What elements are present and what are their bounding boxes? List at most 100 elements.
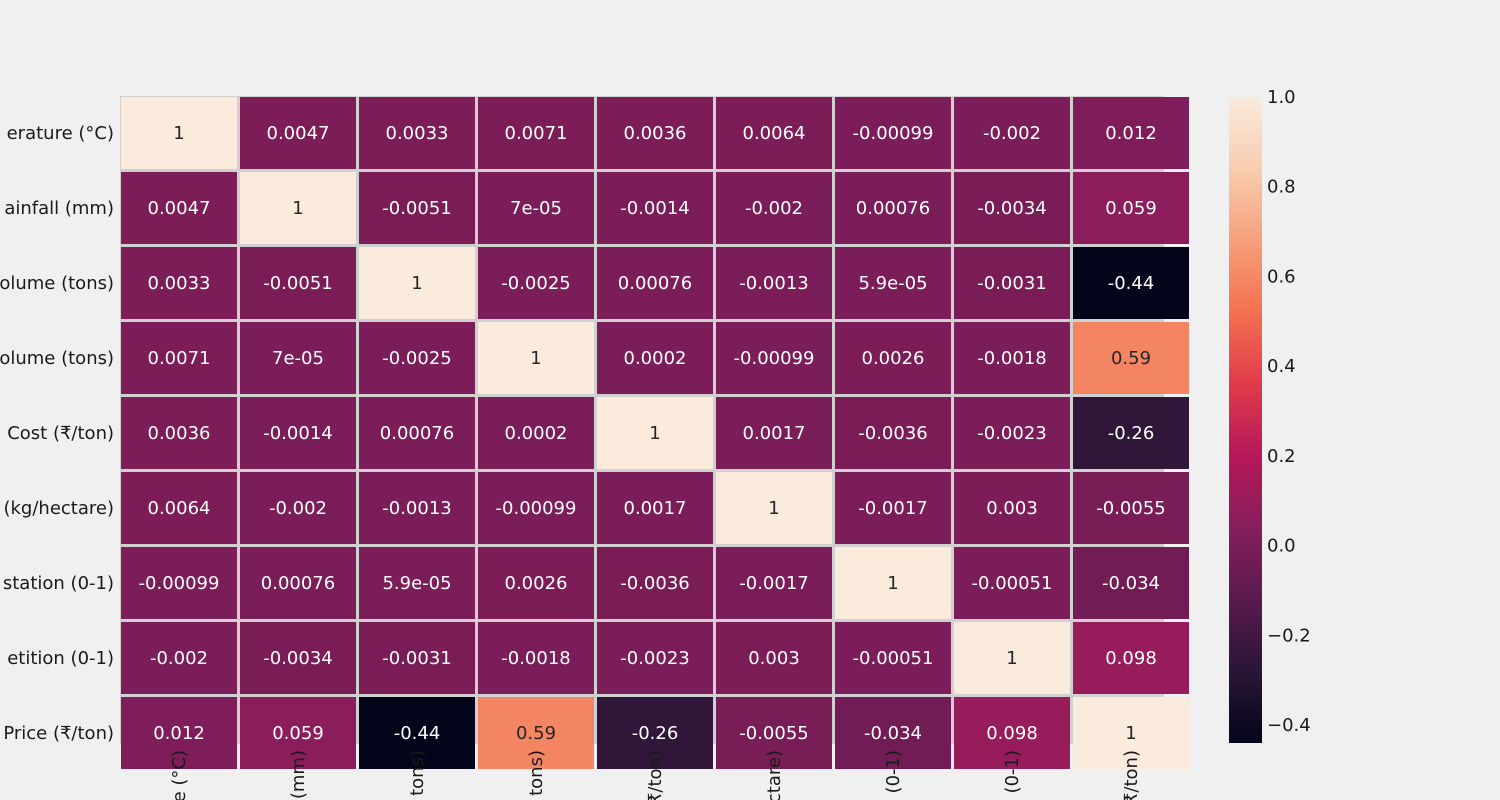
heatmap-cell xyxy=(835,547,951,619)
cell-value-label: -0.0031 xyxy=(977,273,1046,294)
cell-value-label: 0.0017 xyxy=(743,423,806,444)
cell-value-label: -0.26 xyxy=(632,723,679,744)
cell-value-label: -0.0025 xyxy=(382,348,451,369)
heatmap-cell xyxy=(478,322,594,394)
heatmap-cell xyxy=(121,97,237,169)
column-label: e (°C) xyxy=(169,750,190,800)
heatmap-cell xyxy=(240,397,356,469)
cell-value-label: -0.00099 xyxy=(734,348,815,369)
heatmap-cell xyxy=(835,397,951,469)
cell-value-label: -0.44 xyxy=(394,723,441,744)
heatmap-cell xyxy=(835,172,951,244)
cell-value-label: -0.00051 xyxy=(972,573,1053,594)
heatmap-cell xyxy=(478,472,594,544)
cell-value-label: -0.0013 xyxy=(382,498,451,519)
heatmap-cell xyxy=(716,547,832,619)
heatmap-cell xyxy=(478,247,594,319)
row-label: (kg/hectare) xyxy=(3,498,114,519)
cell-value-label: -0.00051 xyxy=(853,648,934,669)
column-label: ctare) xyxy=(764,750,785,800)
column-label: tons) xyxy=(526,750,547,796)
cell-value-label: -0.0034 xyxy=(977,198,1046,219)
cell-value-label: 0.0026 xyxy=(505,573,568,594)
heatmap-cell xyxy=(240,97,356,169)
cell-value-label: -0.0014 xyxy=(620,198,689,219)
heatmap-cell xyxy=(954,172,1070,244)
cell-value-label: 0.0017 xyxy=(624,498,687,519)
cell-value-label: 1 xyxy=(292,198,303,219)
cell-value-label: 0.59 xyxy=(1111,348,1151,369)
cell-value-label: 0.059 xyxy=(1105,198,1157,219)
heatmap-cell xyxy=(1073,697,1189,769)
cell-value-label: 0.012 xyxy=(1105,123,1157,144)
column-label: (mm) xyxy=(288,750,309,799)
cell-value-label: -0.002 xyxy=(150,648,208,669)
heatmap-cell xyxy=(835,697,951,769)
column-label: ₹/ton) xyxy=(645,750,666,800)
heatmap-cell xyxy=(1073,322,1189,394)
cell-value-label: -0.0017 xyxy=(858,498,927,519)
heatmap-cell xyxy=(359,547,475,619)
heatmap-cell xyxy=(716,397,832,469)
heatmap-cell xyxy=(1073,397,1189,469)
cell-value-label: -0.0018 xyxy=(501,648,570,669)
heatmap-cell xyxy=(954,547,1070,619)
row-label: Price (₹/ton) xyxy=(3,723,114,744)
column-label: tons) xyxy=(407,750,428,796)
row-label: ainfall (mm) xyxy=(4,198,114,219)
heatmap-cell xyxy=(716,472,832,544)
heatmap-cell xyxy=(359,622,475,694)
heatmap-cell xyxy=(121,397,237,469)
heatmap-cell xyxy=(716,322,832,394)
cell-value-label: -0.0055 xyxy=(1096,498,1165,519)
cell-value-label: 0.0071 xyxy=(505,123,568,144)
colorbar-tick-label: 0.4 xyxy=(1267,356,1296,377)
cell-value-label: -0.0051 xyxy=(382,198,451,219)
cell-value-label: 0.098 xyxy=(986,723,1038,744)
cell-value-label: 1 xyxy=(1006,648,1017,669)
heatmap-cell xyxy=(121,547,237,619)
cell-value-label: 1 xyxy=(649,423,660,444)
row-label: etition (0-1) xyxy=(7,648,114,669)
heatmap-cell xyxy=(597,172,713,244)
cell-value-label: -0.0025 xyxy=(501,273,570,294)
cell-value-label: -0.0023 xyxy=(620,648,689,669)
cell-value-label: 0.0026 xyxy=(862,348,925,369)
cell-value-label: -0.00099 xyxy=(139,573,220,594)
heatmap-cell xyxy=(359,97,475,169)
column-label: (0-1) xyxy=(1002,750,1023,793)
heatmap-cell xyxy=(1073,472,1189,544)
heatmap-cell xyxy=(597,697,713,769)
cell-value-label: 0.098 xyxy=(1105,648,1157,669)
heatmap-cell xyxy=(121,247,237,319)
heatmap-cell xyxy=(359,172,475,244)
heatmap-cell xyxy=(716,697,832,769)
cell-value-label: 7e-05 xyxy=(510,198,562,219)
heatmap-cell xyxy=(835,472,951,544)
cell-value-label: -0.0031 xyxy=(382,648,451,669)
heatmap-cell xyxy=(240,547,356,619)
heatmap-cell xyxy=(597,247,713,319)
heatmap-cell xyxy=(478,547,594,619)
cell-value-label: -0.00099 xyxy=(853,123,934,144)
heatmap-cell xyxy=(954,97,1070,169)
heatmap-cell xyxy=(478,697,594,769)
cell-value-label: -0.00099 xyxy=(496,498,577,519)
cell-value-label: -0.0017 xyxy=(739,573,808,594)
cell-value-label: -0.44 xyxy=(1108,273,1155,294)
cell-value-label: 0.0033 xyxy=(148,273,211,294)
heatmap-cell xyxy=(597,322,713,394)
heatmap-cell xyxy=(121,622,237,694)
heatmap-cell xyxy=(478,622,594,694)
heatmap-cell xyxy=(1073,97,1189,169)
heatmap-cell xyxy=(240,622,356,694)
cell-value-label: 1 xyxy=(1125,723,1136,744)
heatmap-cell xyxy=(835,322,951,394)
row-label: olume (tons) xyxy=(0,273,114,294)
cell-value-label: 0.00076 xyxy=(380,423,454,444)
cell-value-label: 0.012 xyxy=(153,723,205,744)
heatmap-cell xyxy=(597,547,713,619)
cell-value-label: 0.0064 xyxy=(148,498,211,519)
cell-value-label: -0.0051 xyxy=(263,273,332,294)
heatmap-cell xyxy=(1073,547,1189,619)
